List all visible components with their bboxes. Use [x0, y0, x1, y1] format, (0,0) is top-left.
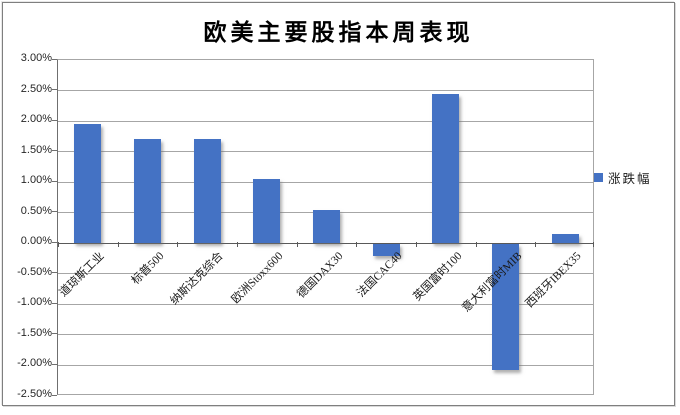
- category-tick: [475, 242, 477, 248]
- bar-道琼斯工业[interactable]: [74, 124, 102, 244]
- y-axis-tick: [52, 272, 57, 274]
- chart-title: 欧美主要股指本周表现: [203, 20, 474, 45]
- y-axis-tick: [52, 58, 57, 60]
- bar-法国CAC40[interactable]: [372, 244, 400, 257]
- category-tick: [296, 242, 298, 248]
- y-axis-label: 3.00%: [20, 52, 52, 64]
- gridline: [58, 120, 593, 122]
- y-axis-label: 1.50%: [20, 143, 52, 156]
- gridline: [58, 364, 593, 366]
- y-axis-label: -1.50%: [17, 326, 52, 339]
- y-axis-label: 1.00%: [20, 174, 52, 187]
- category-tick: [535, 242, 537, 248]
- y-axis-tick: [52, 180, 57, 182]
- legend-swatch-icon: [594, 173, 603, 182]
- category-tick: [58, 242, 59, 248]
- y-axis-tick: [52, 394, 57, 396]
- legend[interactable]: 涨跌幅: [594, 168, 652, 187]
- chart-frame: 欧美主要股指本周表现 3.00% 2.50% 2.00% 1.50% 1.00% 0.50…: [2, 2, 675, 406]
- y-axis-label: 0.00%: [20, 235, 52, 248]
- bar-纳斯达克综合[interactable]: [193, 139, 221, 244]
- bar-标普500[interactable]: [134, 139, 161, 244]
- y-axis-tick: [52, 89, 57, 91]
- category-tick: [237, 242, 238, 248]
- gridline: [58, 181, 593, 183]
- category-tick: [177, 242, 179, 248]
- y-axis-tick: [52, 302, 57, 304]
- gridline: [58, 90, 593, 92]
- bar-英国富时100[interactable]: [432, 93, 460, 244]
- legend-label: 涨跌幅: [608, 172, 652, 186]
- y-axis-label: -0.50%: [17, 265, 52, 278]
- category-axis-line: [58, 242, 593, 244]
- y-axis-tick: [52, 150, 57, 152]
- y-axis-label: -2.00%: [17, 357, 52, 370]
- y-axis-label: -1.00%: [17, 296, 52, 309]
- category-tick: [356, 242, 358, 248]
- y-axis-label: 0.50%: [20, 204, 52, 217]
- bar-欧洲Stoxx600[interactable]: [253, 179, 281, 244]
- bar-西班牙IBEX35[interactable]: [551, 234, 579, 244]
- y-axis-tick: [52, 119, 57, 121]
- gridline: [58, 303, 593, 305]
- category-tick: [593, 242, 594, 248]
- y-axis-tick: [52, 241, 57, 243]
- category-tick: [117, 242, 119, 248]
- plot-area: [57, 59, 594, 395]
- bar-德国DAX30[interactable]: [313, 209, 340, 244]
- y-axis-label: 2.00%: [20, 113, 52, 126]
- gridline: [58, 151, 593, 153]
- bar-意大利富时MIB[interactable]: [492, 244, 519, 370]
- gridline: [58, 273, 593, 275]
- gridline: [58, 334, 593, 336]
- y-axis-label: 2.50%: [20, 82, 52, 95]
- y-axis-tick: [52, 211, 57, 213]
- y-axis-label: -2.50%: [17, 388, 52, 400]
- category-tick: [416, 242, 417, 248]
- y-axis-tick: [52, 333, 57, 335]
- y-axis-tick: [52, 363, 57, 365]
